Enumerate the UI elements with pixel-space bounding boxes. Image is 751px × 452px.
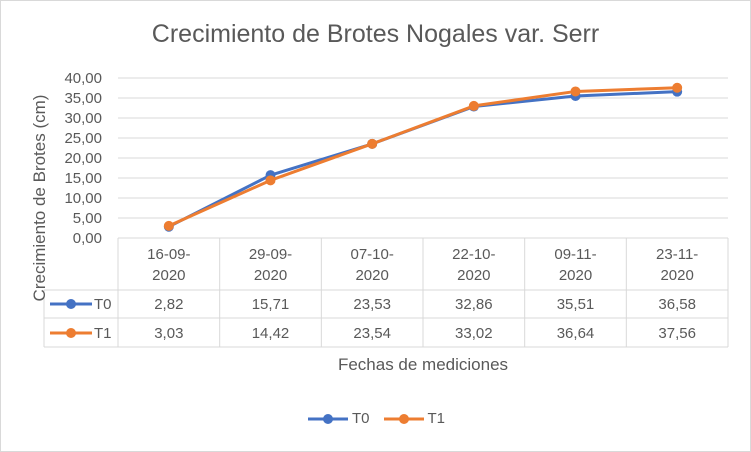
chart-title: Crecimiento de Brotes Nogales var. Serr	[151, 20, 600, 48]
x-tick-label: 09-11-	[554, 246, 596, 263]
x-tick-label: 2020	[152, 267, 185, 284]
data-point-T1	[672, 82, 683, 93]
x-tick-label: 29-09-	[249, 246, 292, 263]
legend-key	[383, 413, 424, 424]
x-axis-label: Fechas de mediciones	[337, 355, 509, 374]
data-label: 23,54	[353, 325, 391, 342]
data-point-T1	[163, 220, 174, 231]
data-label: 36,58	[658, 296, 696, 313]
x-tick-label: 2020	[457, 267, 490, 284]
legend: T0 T1	[0, 410, 751, 427]
legend-key	[307, 413, 348, 424]
x-tick-label: 07-10-	[350, 246, 393, 263]
table-key-marker-T0	[66, 299, 76, 309]
data-label: 14,42	[252, 325, 290, 342]
legend-key-marker	[398, 413, 409, 424]
table-series-name: T1	[94, 325, 112, 342]
data-point-T1	[570, 86, 581, 97]
y-tick-label: 10,00	[64, 190, 102, 207]
data-label: 32,86	[455, 296, 493, 313]
series-line-T1	[168, 86, 678, 228]
y-tick-label: 30,00	[64, 110, 102, 127]
table-series-name: T0	[94, 296, 112, 313]
data-point-T1	[367, 138, 378, 149]
table-key-marker-T1	[66, 328, 76, 338]
data-label: 37,56	[658, 325, 696, 342]
legend-item: T0	[306, 410, 370, 427]
x-tick-label: 16-09-	[147, 246, 190, 263]
data-label: 2,82	[154, 296, 183, 313]
x-tick-label: 2020	[254, 267, 287, 284]
legend-label: T0	[351, 410, 370, 427]
y-tick-label: 5,00	[73, 210, 102, 227]
y-tick-label: 40,00	[64, 70, 102, 87]
x-tick-label: 2020	[355, 267, 388, 284]
data-label: 15,71	[252, 296, 290, 313]
data-point-T1	[265, 175, 276, 186]
legend-key-marker	[322, 413, 333, 424]
x-tick-label: 2020	[660, 267, 693, 284]
data-label: 36,64	[557, 325, 595, 342]
x-tick-label: 22-10-	[452, 246, 495, 263]
data-point-T1	[468, 100, 479, 111]
data-label: 23,53	[353, 296, 391, 313]
y-tick-label: 35,00	[64, 90, 102, 107]
data-label: 3,03	[154, 325, 183, 342]
legend-item: T1	[382, 410, 446, 427]
y-tick-label: 20,00	[64, 150, 102, 167]
legend-label: T1	[427, 410, 446, 427]
y-tick-label: 0,00	[73, 230, 102, 247]
series-line-T0	[168, 90, 678, 229]
data-label: 33,02	[455, 325, 493, 342]
y-axis-label: Crecimiento de Brotes (cm)	[30, 94, 49, 302]
data-label: 35,51	[557, 296, 595, 313]
y-tick-label: 25,00	[64, 130, 102, 147]
x-tick-label: 2020	[559, 267, 592, 284]
x-tick-label: 23-11-	[656, 246, 698, 263]
y-tick-label: 15,00	[64, 170, 102, 187]
